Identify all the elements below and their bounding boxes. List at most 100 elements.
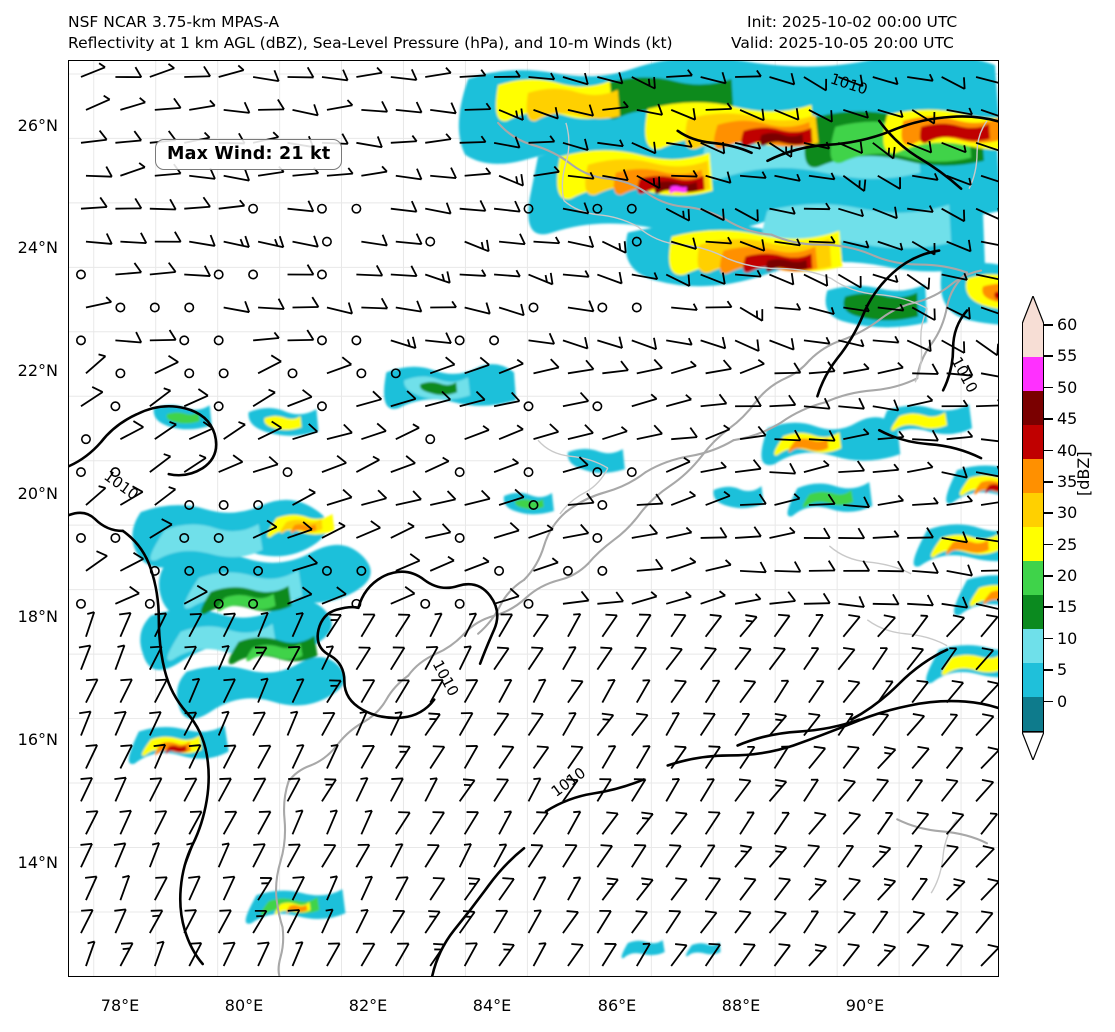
wind-barb — [702, 489, 731, 506]
wind-barb — [975, 593, 998, 611]
wind-barb — [871, 267, 901, 284]
wind-barb — [429, 99, 459, 115]
wind-barb — [556, 643, 577, 671]
wind-barb — [837, 395, 867, 410]
wind-barb — [622, 839, 647, 869]
colorbar-over-arrow — [1022, 296, 1044, 324]
wind-barb — [321, 66, 350, 82]
wind-barb — [628, 806, 654, 836]
colorbar-tick — [1044, 418, 1053, 420]
wind-barb-calm — [110, 532, 121, 543]
wind-barb-calm — [149, 565, 160, 576]
wind-barb — [696, 806, 721, 836]
wind-barb — [248, 517, 278, 539]
wind-barb — [837, 66, 868, 88]
wind-barb — [669, 426, 698, 441]
wind-barb — [657, 839, 682, 869]
wind-barb — [836, 459, 866, 473]
wind-barb — [972, 742, 998, 770]
wind-barb — [110, 608, 132, 638]
wind-barb — [484, 707, 510, 737]
wind-barb — [808, 428, 837, 442]
colorbar-tick — [1044, 669, 1053, 671]
wind-barb — [392, 488, 423, 506]
east-coastal-cells — [713, 404, 998, 684]
wind-barb — [980, 300, 998, 317]
wind-barb — [798, 643, 820, 671]
wind-barb — [114, 66, 143, 79]
wind-barb — [562, 197, 592, 215]
wind-barb — [525, 522, 554, 539]
wind-barb — [315, 906, 334, 934]
wind-barb — [768, 330, 799, 351]
wind-barb — [837, 593, 867, 608]
wind-barb — [182, 195, 212, 210]
wind-barb — [76, 674, 99, 704]
wind-barb — [105, 772, 127, 803]
wind-barb — [699, 526, 728, 539]
colorbar-tick — [1044, 512, 1053, 514]
wind-barb — [940, 593, 970, 609]
wind-barb — [837, 202, 866, 218]
wind-barb — [346, 838, 371, 869]
central-cells — [153, 364, 625, 515]
wind-barb — [565, 358, 595, 375]
wind-barb — [519, 839, 544, 869]
wind-barb — [420, 806, 446, 836]
wind-barb-calm — [454, 598, 465, 609]
wind-barb-calm — [592, 401, 603, 412]
wind-barb — [79, 196, 108, 210]
wind-barb — [726, 642, 752, 671]
wind-barb — [698, 392, 728, 408]
wind-barb — [113, 261, 143, 276]
wind-barb — [317, 584, 347, 605]
wind-barb — [622, 905, 649, 934]
wind-barb — [911, 362, 940, 375]
wind-barb — [381, 641, 406, 671]
wind-barb — [980, 428, 998, 444]
wind-barb — [81, 350, 107, 375]
wind-barb — [702, 422, 731, 441]
wind-barb — [312, 773, 337, 803]
wind-barb — [668, 359, 697, 375]
wind-barb — [694, 841, 716, 869]
wind-barb — [866, 643, 889, 671]
wind-barb — [85, 164, 114, 178]
wind-barb — [76, 739, 99, 770]
wind-barb — [691, 707, 716, 737]
wind-barb-calm — [528, 302, 539, 313]
wind-barb — [498, 230, 527, 246]
wind-barb — [179, 608, 203, 638]
colorbar-band — [1023, 458, 1043, 493]
wind-barb — [975, 136, 998, 152]
wind-barb — [937, 938, 964, 967]
wind-barb — [453, 642, 472, 671]
wind-barb — [933, 839, 960, 869]
wind-barb — [834, 740, 860, 770]
wind-barb — [699, 264, 730, 285]
wind-barb — [588, 708, 615, 737]
wind-barb — [286, 197, 316, 213]
wind-barb — [450, 905, 476, 934]
wind-barb — [567, 99, 597, 117]
wind-barb — [148, 328, 177, 342]
colorbar-tick-label: 35 — [1057, 471, 1078, 491]
wind-barb — [975, 198, 998, 221]
wind-barb — [326, 296, 356, 315]
wind-barb-calm — [528, 500, 539, 511]
wind-barb — [527, 70, 556, 81]
wind-barb — [864, 840, 892, 869]
wind-barb-calm — [631, 302, 642, 313]
colorbar-under-arrow — [1022, 732, 1044, 760]
wind-barb — [354, 65, 383, 78]
wind-barb — [381, 904, 406, 934]
wind-barb — [660, 775, 681, 803]
wind-barb — [808, 100, 838, 123]
wind-barb — [760, 642, 787, 671]
wind-barb — [450, 773, 476, 803]
wind-barb — [386, 937, 410, 967]
wind-barb — [979, 494, 998, 506]
wind-barb-calm — [592, 532, 603, 543]
wind-barb-calm — [562, 565, 573, 576]
wind-barb — [529, 421, 560, 441]
